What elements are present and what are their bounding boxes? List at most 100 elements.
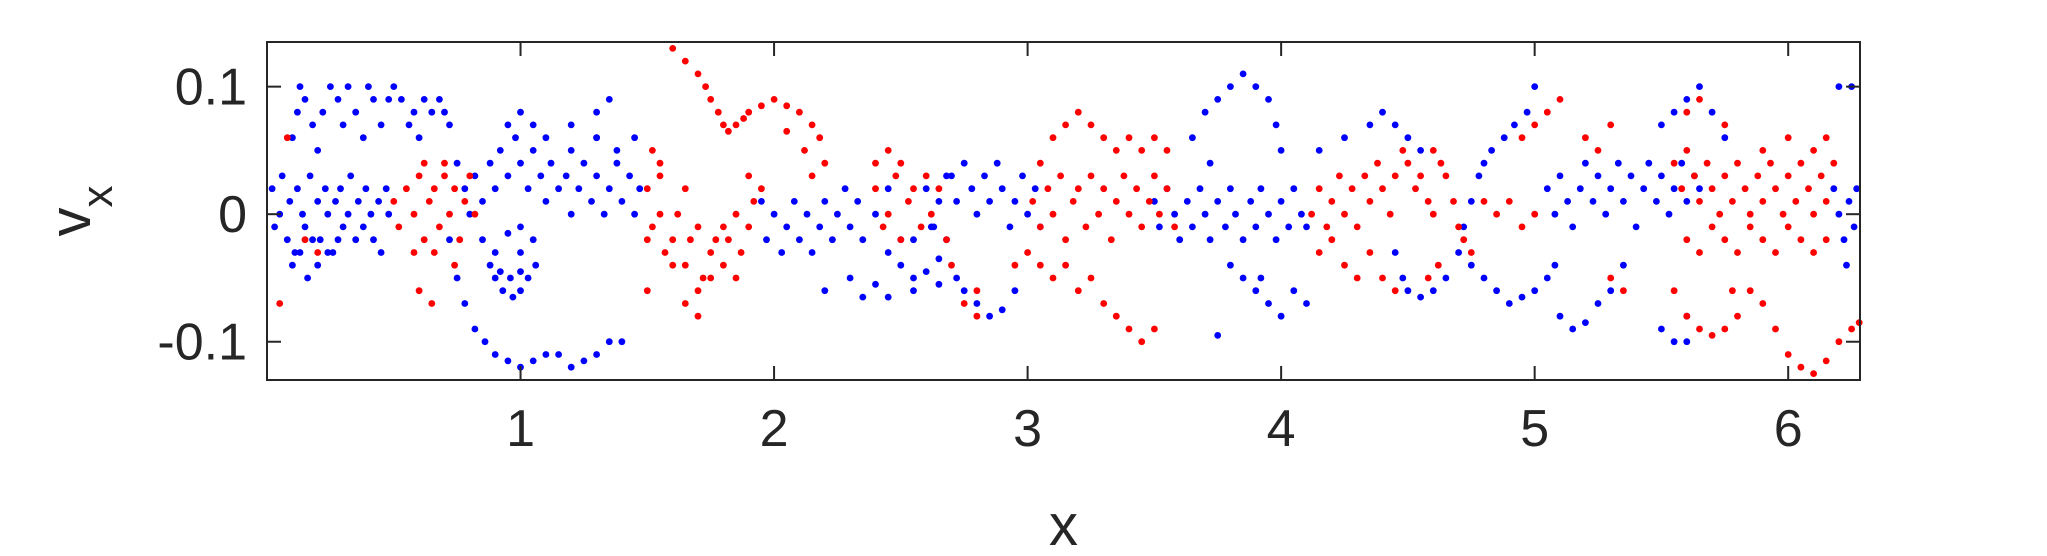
scatter-point [796, 236, 803, 244]
scatter-point [491, 249, 499, 256]
scatter-point [1810, 249, 1817, 256]
scatter-point [575, 185, 583, 193]
scatter-point [694, 223, 702, 231]
scatter-point [529, 147, 537, 154]
scatter-point [1442, 172, 1450, 180]
scatter-point [1797, 363, 1805, 371]
scatter-point [1467, 249, 1475, 256]
scatter-point [960, 159, 968, 167]
scatter-point [567, 121, 575, 129]
scatter-point [517, 287, 524, 295]
scatter-point [1265, 300, 1272, 307]
scatter-point [631, 210, 638, 218]
scatter-point [720, 223, 727, 231]
scatter-point [1024, 249, 1031, 256]
scatter-point [1138, 147, 1146, 154]
scatter-point [271, 223, 278, 231]
scatter-point [694, 70, 702, 78]
scatter-point [289, 134, 296, 142]
scatter-point [504, 357, 512, 365]
scatter-point [1556, 312, 1564, 320]
scatter-point [1082, 223, 1090, 231]
scatter-point [910, 236, 917, 244]
scatter-point [1805, 185, 1812, 193]
scatter-point [770, 210, 778, 218]
scatter-point [973, 312, 981, 320]
scatter-point [509, 293, 517, 301]
scatter-point [725, 127, 732, 135]
scatter-point [699, 274, 707, 282]
y-axis-label-subscript: x [73, 186, 122, 208]
scatter-point [415, 172, 423, 180]
scatter-point [1176, 236, 1184, 244]
scatter-point [1341, 210, 1348, 218]
scatter-point [953, 274, 960, 282]
scatter-point [370, 96, 377, 103]
scatter-point [960, 287, 968, 295]
scatter-point [1830, 185, 1838, 193]
scatter-point [359, 223, 367, 231]
scatter-point [681, 57, 689, 65]
scatter-point [1024, 210, 1031, 218]
scatter-point [897, 236, 905, 244]
scatter-point [339, 121, 347, 129]
scatter-point [1784, 172, 1792, 180]
scatter-point [1602, 210, 1610, 218]
scatter-point [491, 274, 499, 282]
scatter-point [425, 198, 433, 205]
scatter-point [816, 134, 824, 142]
scatter-point [362, 185, 370, 193]
scatter-point [420, 96, 428, 103]
scatter-point [1759, 300, 1767, 307]
scatter-point [922, 268, 930, 275]
scatter-point [1696, 198, 1703, 205]
scatter-point [1607, 121, 1615, 129]
scatter-point [593, 351, 600, 358]
scatter-point [1298, 210, 1305, 218]
scatter-point [1582, 319, 1589, 326]
scatter-point [935, 185, 943, 193]
scatter-point [1361, 172, 1369, 180]
scatter-point [1703, 159, 1711, 167]
scatter-point [973, 287, 981, 295]
scatter-point [1683, 108, 1691, 116]
scatter-point [884, 185, 892, 193]
scatter-point [1379, 108, 1386, 116]
scatter-point [1543, 185, 1551, 193]
scatter-point [580, 357, 588, 365]
scatter-point [1810, 210, 1817, 218]
scatter-point [1112, 198, 1120, 205]
scatter-point [1822, 236, 1830, 244]
scatter-point [1678, 185, 1686, 193]
scatter-point [1171, 210, 1178, 218]
scatter-point [783, 102, 791, 110]
scatter-point [1214, 198, 1222, 205]
scatter-point [532, 261, 540, 269]
scatter-point [763, 236, 770, 244]
scatter-point [745, 172, 753, 180]
scatter-point [1151, 325, 1158, 333]
y-axis-label-main: v [38, 208, 103, 237]
scatter-point [1594, 172, 1602, 180]
scatter-point [1100, 185, 1108, 193]
scatter-point [370, 236, 377, 244]
scatter-point [643, 185, 651, 193]
scatter-point [1069, 198, 1077, 205]
scatter-point [1696, 325, 1703, 333]
scatter-point [846, 223, 854, 231]
plot-frame [266, 41, 1861, 381]
scatter-point [496, 147, 504, 154]
scatter-point [542, 198, 550, 205]
scatter-point [1734, 312, 1741, 320]
scatter-point [1734, 249, 1741, 256]
scatter-point [1640, 185, 1648, 193]
scatter-point [656, 210, 664, 218]
scatter-point [1822, 198, 1830, 205]
scatter-point [1315, 185, 1323, 193]
scatter-point [334, 96, 342, 103]
scatter-point [922, 172, 930, 180]
scatter-point [1835, 338, 1843, 346]
scatter-point [390, 198, 398, 205]
scatter-point [436, 96, 443, 103]
scatter-point [1062, 121, 1069, 129]
